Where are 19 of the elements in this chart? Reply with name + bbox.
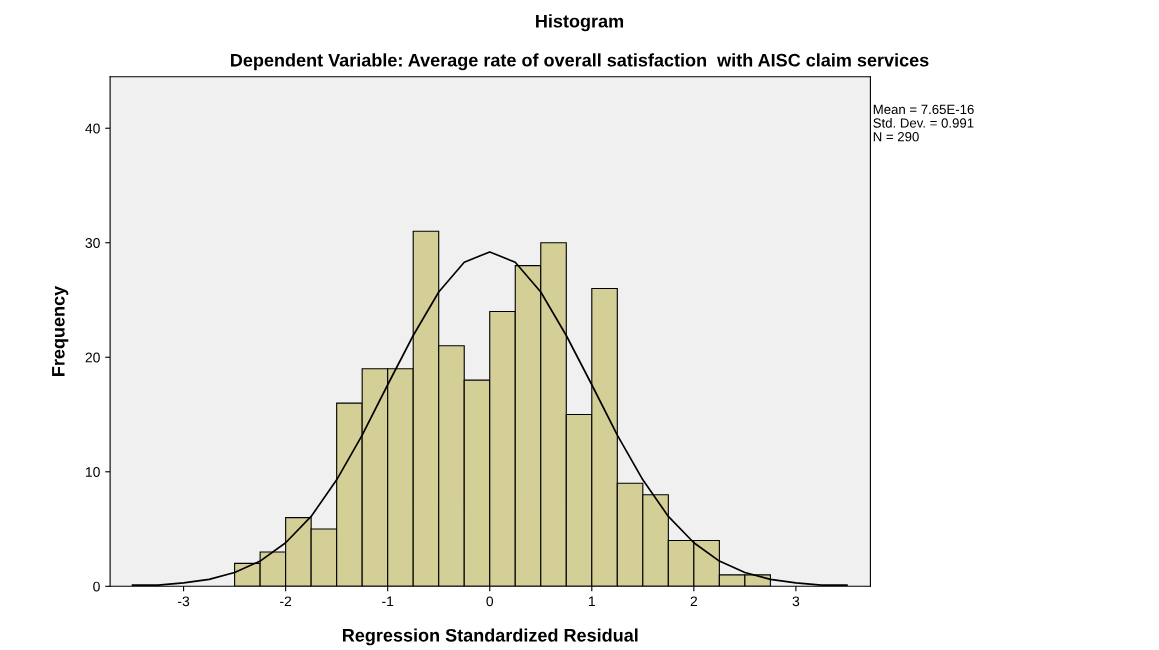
y-tick-label: 0 [93, 581, 100, 592]
x-tick-label: 0 [486, 596, 494, 607]
x-axis-title: Regression Standardized Residual [342, 628, 638, 646]
text: Std. Dev. = 0.991 [873, 118, 974, 128]
x-tick-label: -2 [280, 596, 292, 607]
text: N = 290 [873, 132, 919, 142]
y-tick-label: 10 [85, 467, 100, 477]
y-axis-title: Frequency [52, 285, 69, 376]
x-tick-label: -3 [178, 596, 190, 607]
chart-title: Histogram [536, 14, 624, 32]
x-tick-label: 3 [792, 596, 800, 607]
y-tick-label: 20 [85, 352, 100, 363]
y-tick-label: 40 [85, 123, 100, 134]
y-tick-label: 30 [85, 238, 100, 248]
x-tick-label: -1 [382, 596, 394, 607]
x-tick-label: 2 [690, 596, 698, 607]
x-tick-label: 1 [589, 596, 595, 607]
chart-subtitle: Dependent Variable: Average rate of overall satisfaction with AISC claim services [231, 53, 929, 71]
text: Mean = 7.65E-16 [873, 104, 974, 115]
